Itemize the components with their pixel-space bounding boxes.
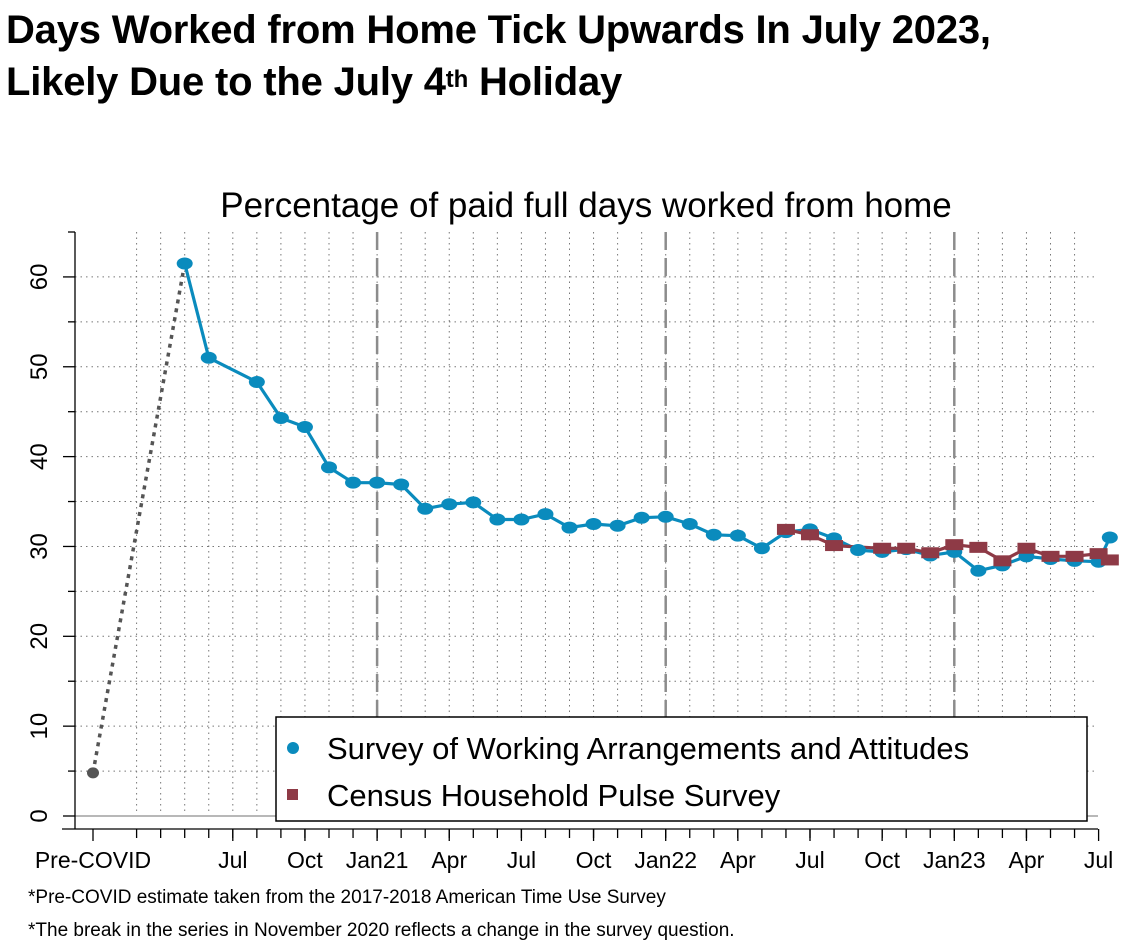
y-tick-label: 30 <box>26 533 53 560</box>
pulse-data-point <box>873 542 892 554</box>
legend-box <box>275 716 1088 822</box>
swaa-data-point <box>465 496 482 509</box>
swaa-series-line <box>183 263 1112 573</box>
series-points <box>87 257 1119 779</box>
pulse-data-point <box>801 529 819 541</box>
swaa-data-point <box>585 518 602 530</box>
swaa-data-point <box>681 518 698 530</box>
x-tick-label: Oct <box>576 847 612 873</box>
swaa-data-point <box>176 257 193 270</box>
pulse-data-point <box>776 523 795 535</box>
precovid-connector-line <box>91 263 187 774</box>
x-tick-label: Jul <box>1084 847 1113 873</box>
footnote-break: *The break in the series in November 202… <box>28 920 735 941</box>
y-tick-label: 40 <box>26 443 53 470</box>
chart-title: Percentage of paid full days worked from… <box>220 186 952 225</box>
y-tick-label: 50 <box>26 353 53 380</box>
headline: Days Worked from Home Tick Upwards In Ju… <box>6 4 991 108</box>
x-tick-label: Jul <box>218 847 247 873</box>
y-tick-label: 60 <box>26 264 53 291</box>
pulse-data-point <box>921 547 940 559</box>
headline-line-2: Likely Due to the July 4 <box>6 60 446 104</box>
swaa-data-point <box>561 521 578 534</box>
swaa-data-point <box>657 510 674 523</box>
x-tick-label: Apr <box>431 847 467 873</box>
pulse-data-point <box>1100 554 1119 566</box>
headline-line-1: Days Worked from Home Tick Upwards In Ju… <box>6 8 991 52</box>
swaa-data-point <box>272 411 289 424</box>
pulse-data-point <box>825 540 844 552</box>
swaa-data-point <box>633 511 650 524</box>
swaa-data-point <box>321 461 337 474</box>
swaa-data-point <box>729 529 746 542</box>
swaa-data-point <box>441 498 458 511</box>
x-tick-label: Apr <box>1009 847 1045 873</box>
swaa-data-point <box>417 502 434 515</box>
swaa-data-point <box>537 508 554 521</box>
year-dividers <box>375 232 956 816</box>
footnote-precovid: *Pre-COVID estimate taken from the 2017-… <box>28 887 666 908</box>
legend: Survey of Working Arrangements and Attit… <box>275 716 1088 822</box>
swaa-data-point <box>970 564 987 577</box>
swaa-data-point <box>489 513 506 526</box>
axes: 0 10 20 30 40 50 60 Pre-COVID Jul Oct Jan21 Apr Jul O… <box>26 231 1113 873</box>
x-tick-label: Jan23 <box>923 847 986 873</box>
legend-swaa-swatch <box>287 742 299 754</box>
headline-superscript: th <box>445 66 469 93</box>
wfh-line-chart: 0 10 20 30 40 50 60 Pre-COVID Jul Oct Jan21 Apr Jul O… <box>26 186 1119 873</box>
swaa-data-point <box>296 420 313 433</box>
pulse-data-point <box>945 539 964 551</box>
swaa-data-point <box>393 478 410 491</box>
legend-pulse-swatch <box>287 789 298 800</box>
y-tick-label: 10 <box>26 713 53 740</box>
swaa-data-point <box>705 528 722 541</box>
swaa-data-point <box>1101 531 1118 544</box>
series-lines <box>91 263 1112 774</box>
swaa-data-point <box>345 476 362 489</box>
x-tick-label: Pre-COVID <box>35 847 151 873</box>
pulse-data-point <box>1065 550 1084 562</box>
swaa-data-point <box>753 542 770 555</box>
x-tick-label: Oct <box>864 847 900 873</box>
pulse-data-point <box>969 541 988 553</box>
headline-line-2-end: Holiday <box>468 60 623 104</box>
x-tick-label: Apr <box>720 847 756 873</box>
pulse-data-point <box>897 542 916 554</box>
pulse-data-point <box>1089 548 1108 560</box>
x-tick-label: Jul <box>795 847 824 873</box>
pulse-data-point <box>993 555 1012 567</box>
legend-pulse-label: Census Household Pulse Survey <box>327 778 781 813</box>
swaa-data-point <box>248 376 265 389</box>
swaa-data-point <box>369 476 386 489</box>
swaa-data-point <box>200 351 217 364</box>
swaa-data-point <box>609 519 626 532</box>
pulse-data-point <box>1041 550 1060 562</box>
legend-swaa-label: Survey of Working Arrangements and Attit… <box>327 731 969 766</box>
x-tick-label: Jan22 <box>634 847 697 873</box>
swaa-data-point <box>513 513 530 526</box>
swaa-data-point <box>850 544 867 557</box>
x-tick-label: Jul <box>507 847 536 873</box>
precovid-point <box>87 767 99 779</box>
y-tick-label: 0 <box>26 809 53 822</box>
y-tick-label: 20 <box>26 623 53 650</box>
pulse-data-point <box>1017 542 1036 554</box>
x-tick-label: Oct <box>287 847 323 873</box>
x-tick-label: Jan21 <box>346 847 409 873</box>
